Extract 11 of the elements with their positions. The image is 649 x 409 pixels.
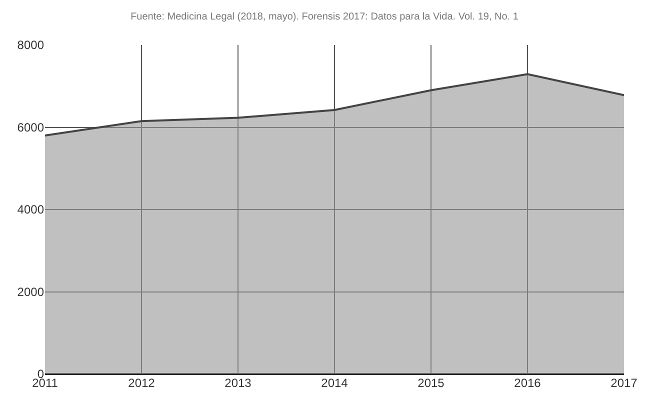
y-tick-label: 6000: [17, 120, 44, 134]
x-tick-label: 2012: [128, 376, 156, 390]
y-tick-label: 4000: [17, 202, 44, 217]
x-tick-label: 2017: [610, 376, 638, 390]
y-tick-label: 8000: [17, 38, 44, 52]
x-tick-label: 2015: [418, 376, 445, 390]
x-tick-label: 2013: [224, 376, 252, 390]
x-tick-label: 2016: [514, 376, 542, 390]
x-tick-label: 2014: [321, 376, 348, 390]
chart-subtitle: Fuente: Medicina Legal (2018, mayo). Forensis 2017: Datos para la Vida. Vol. 19, No. 1: [130, 11, 519, 22]
y-tick-label: 2000: [17, 284, 44, 299]
